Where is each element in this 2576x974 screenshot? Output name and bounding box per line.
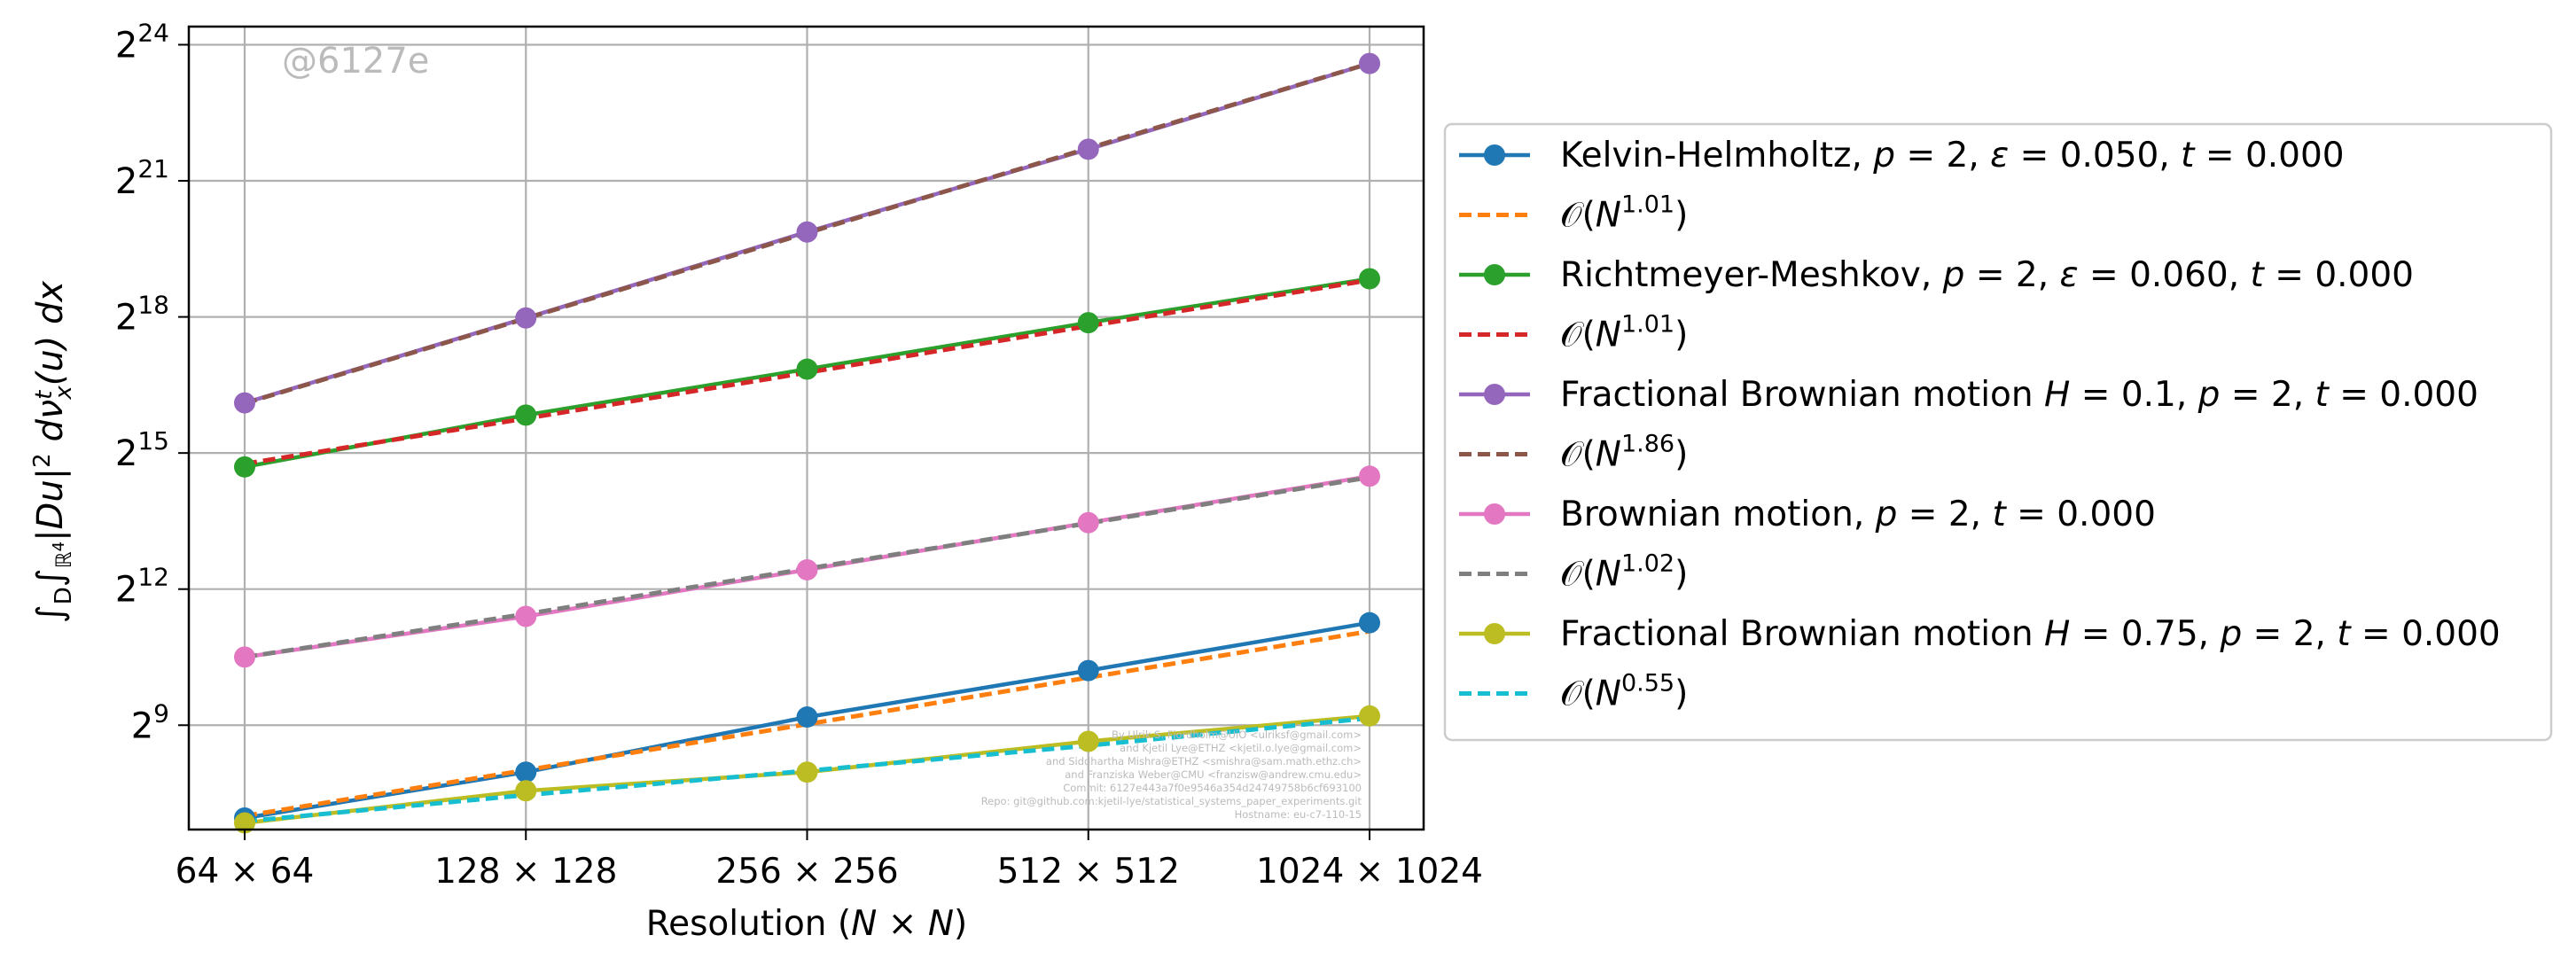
data-point [1359,612,1380,634]
data-point [1077,511,1099,534]
y-tick-label: 218 [115,291,169,339]
credits: By Ulrik S. Fjordholm@UiO <ulriksf@gmail… [981,729,1362,821]
credit-line: Commit: 6127e443a7f0e9546a354d24749758b6… [1063,782,1362,794]
data-point [796,761,818,783]
y-axis-ticks: 29 212 215 218 221 224 [115,18,189,746]
legend-label-3: 𝒪(N1.01) [1560,311,1688,355]
x-tick-label: 512 × 512 [997,852,1180,892]
x-tick-label: 128 × 128 [434,852,617,892]
data-point [515,307,537,329]
legend-label-2: Richtmeyer-Meshkov, p = 2, ε = 0.060, t … [1560,255,2414,295]
credit-line: Hostname: eu-c7-110-15 [1235,808,1362,821]
y-tick-label: 224 [115,18,169,66]
data-point [1359,465,1380,487]
credit-line: and Franziska Weber@CMU <franzisw@andrew… [1065,768,1362,781]
data-point [1359,52,1380,74]
data-point [796,558,818,581]
legend-label-0: Kelvin-Helmholtz, p = 2, ε = 0.050, t = … [1560,136,2345,175]
series-layer [234,52,1380,834]
data-point [1077,659,1099,682]
data-point [234,812,255,834]
credit-line: and Siddhartha Mishra@ETHZ <smishra@sam.… [1046,755,1362,768]
x-tick-label: 64 × 64 [176,852,315,892]
legend-label-7: 𝒪(N1.02) [1560,550,1688,595]
legend-marker-0 [1484,144,1505,166]
data-point [234,456,255,478]
legend-label-4: Fractional Brownian motion H = 0.1, p = … [1560,375,2478,415]
x-axis-ticks: 64 × 64 128 × 128 256 × 256 512 × 512 1024 ×… [176,830,1483,892]
credit-line: Repo: git@github.com:kjetil-lye/statisti… [981,795,1362,807]
legend-label-1: 𝒪(N1.01) [1560,191,1688,236]
legend-box [1443,122,2553,742]
legend-marker-6 [1484,503,1505,525]
legend-marker-4 [1484,384,1505,405]
data-point [1359,268,1380,290]
data-point [515,605,537,627]
credit-line: and Kjetil Lye@ETHZ <kjetil.o.lye@gmail.… [1120,742,1362,754]
y-tick-label: 29 [131,698,169,746]
data-point [515,761,537,783]
x-axis-label: Resolution (N × N) [646,904,967,944]
data-point [796,358,818,380]
legend-marker-2 [1484,264,1505,285]
data-point [234,392,255,414]
x-tick-label: 1024 × 1024 [1256,852,1483,892]
legend-label-5: 𝒪(N1.86) [1560,431,1688,475]
legend-label-9: 𝒪(N0.55) [1560,670,1688,714]
legend-marker-8 [1484,623,1505,644]
data-point [796,706,818,729]
legend-label-8: Fractional Brownian motion H = 0.75, p =… [1560,614,2501,654]
data-point [515,780,537,802]
y-axis-label: ∫D∫ℝ4|Du|2 dνtx(u) dx [29,281,77,624]
data-point [234,646,255,668]
data-point [1077,730,1099,752]
legend: Kelvin-Helmholtz, p = 2, ε = 0.050, t = … [1443,122,2553,742]
y-tick-label: 215 [115,426,169,474]
data-point [1077,312,1099,334]
x-tick-label: 256 × 256 [715,852,898,892]
data-point [1359,705,1380,727]
credit-line: By Ulrik S. Fjordholm@UiO <ulriksf@gmail… [1112,729,1362,741]
y-tick-label: 212 [115,563,169,611]
data-point [1077,138,1099,160]
watermark: @6127e [282,41,429,82]
legend-label-6: Brownian motion, p = 2, t = 0.000 [1560,495,2156,534]
y-tick-label: 221 [115,154,169,202]
data-point [796,221,818,243]
data-point [515,404,537,426]
